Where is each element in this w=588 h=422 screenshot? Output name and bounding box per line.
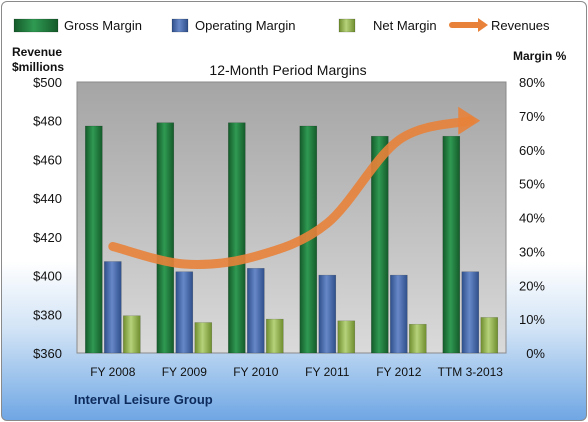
- legend-swatch-gross-margin: [13, 18, 59, 33]
- left-tick-label: $480: [33, 114, 62, 129]
- x-tick-label: FY 2012: [376, 365, 421, 379]
- bar-net-margin-fy-2008: [123, 315, 141, 354]
- revenue-line-arrowhead: [458, 106, 481, 135]
- x-tick-label: FY 2009: [162, 365, 207, 379]
- right-tick-label: 50%: [519, 177, 545, 192]
- legend-label-net-margin: Net Margin: [373, 18, 437, 33]
- left-tick-label: $400: [33, 269, 62, 284]
- left-tick-label: $360: [33, 346, 62, 361]
- bar-net-margin-ttm-3-2013: [480, 317, 499, 354]
- bar-gross-margin-fy-2010: [228, 122, 246, 354]
- bar-operating-margin-fy-2012: [390, 274, 408, 354]
- x-tick-label: TTM 3-2013: [438, 365, 504, 379]
- bar-gross-margin-fy-2012: [371, 135, 389, 354]
- chart-title: 12-Month Period Margins: [209, 62, 366, 78]
- bar-operating-margin-fy-2011: [318, 274, 337, 354]
- right-tick-label: 10%: [519, 312, 545, 327]
- bar-operating-margin-fy-2008: [104, 261, 122, 354]
- x-axis-ticks: FY 2008 FY 2009 FY 2010 FY 2011 FY 2012 TTM 3…: [90, 365, 503, 379]
- x-tick-label: FY 2011: [305, 365, 350, 379]
- left-tick-label: $440: [33, 191, 62, 206]
- bar-net-margin-fy-2010: [266, 318, 284, 354]
- right-axis-ticks: 0% 10% 20% 30% 40% 50% 60% 70% 80%: [519, 75, 545, 361]
- bar-gross-margin-fy-2009: [156, 122, 175, 354]
- left-axis-label-line2: $millions: [12, 60, 64, 74]
- right-tick-label: 60%: [519, 143, 545, 158]
- bar-net-margin-fy-2012: [409, 323, 427, 354]
- x-tick-label: FY 2010: [233, 365, 278, 379]
- left-axis-label-line1: Revenue: [12, 45, 62, 59]
- revenue-line-layer: [108, 106, 481, 269]
- right-tick-label: 30%: [519, 244, 545, 259]
- footer-company-name: Interval Leisure Group: [74, 392, 213, 407]
- revenue-line: [108, 116, 475, 269]
- right-axis-label: Margin %: [513, 49, 567, 63]
- bar-net-margin-fy-2011: [337, 320, 356, 354]
- right-tick-label: 0%: [526, 346, 545, 361]
- legend: Gross Margin Operating Margin Net Margin Re…: [13, 18, 550, 33]
- legend-swatch-operating-margin: [171, 18, 189, 33]
- x-tick-label: FY 2008: [90, 365, 135, 379]
- left-tick-label: $500: [33, 75, 62, 90]
- legend-arrow-revenues: [478, 18, 488, 32]
- left-tick-label: $460: [33, 152, 62, 167]
- bar-operating-margin-fy-2009: [175, 271, 194, 354]
- bar-operating-margin-ttm-3-2013: [461, 271, 480, 354]
- right-tick-label: 70%: [519, 109, 545, 124]
- left-tick-label: $380: [33, 307, 62, 322]
- bar-operating-margin-fy-2010: [247, 268, 265, 354]
- left-tick-label: $420: [33, 230, 62, 245]
- legend-label-operating-margin: Operating Margin: [195, 18, 295, 33]
- bar-net-margin-fy-2009: [194, 322, 213, 354]
- right-tick-label: 40%: [519, 211, 545, 226]
- right-tick-label: 20%: [519, 278, 545, 293]
- bar-gross-margin-fy-2008: [85, 125, 103, 354]
- legend-label-gross-margin: Gross Margin: [64, 18, 142, 33]
- right-tick-label: 80%: [519, 75, 545, 90]
- left-axis-ticks: $360 $380 $400 $420 $440 $460 $480 $500: [33, 75, 62, 361]
- legend-label-revenues: Revenues: [491, 18, 550, 33]
- bar-gross-margin-ttm-3-2013: [442, 135, 461, 354]
- legend-swatch-net-margin: [338, 18, 356, 33]
